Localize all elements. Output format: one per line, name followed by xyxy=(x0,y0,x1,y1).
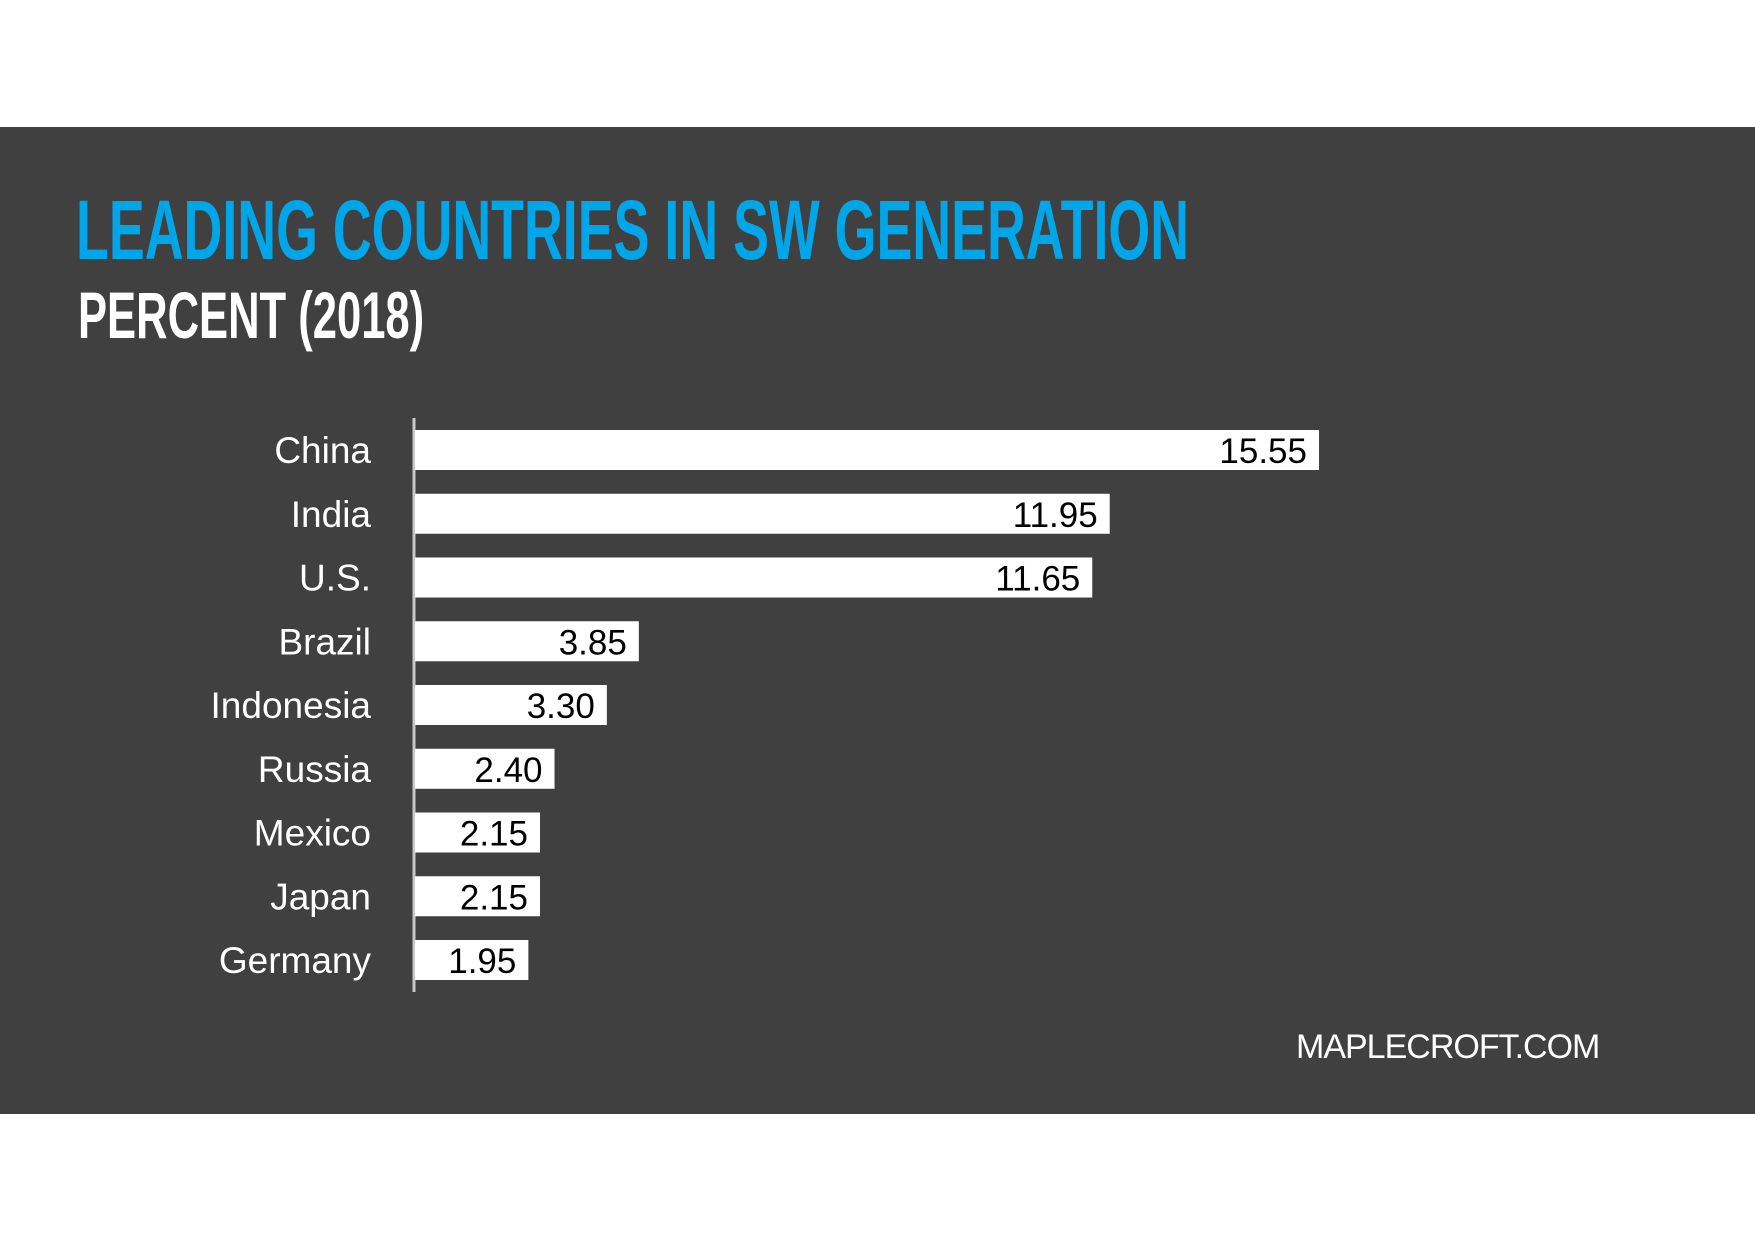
bar-group: China 15.55 India 11.95 U.S. 11.65 Brazil 3.85 I… xyxy=(211,430,1319,981)
category-label: India xyxy=(291,494,372,535)
data-label: 3.85 xyxy=(559,623,627,662)
bar-japan xyxy=(415,876,540,917)
data-label: 11.65 xyxy=(995,560,1080,599)
chart-subtitle: PERCENT (2018) xyxy=(78,278,425,352)
data-label: 2.15 xyxy=(460,878,528,917)
data-label: 3.30 xyxy=(527,687,595,726)
data-label: 2.15 xyxy=(460,815,528,854)
data-label: 1.95 xyxy=(448,942,516,981)
data-label: 11.95 xyxy=(1013,496,1098,535)
chart-panel xyxy=(0,127,1755,1114)
bar-germany xyxy=(415,940,529,980)
category-label: U.S. xyxy=(299,558,371,599)
bar-u-s xyxy=(415,557,1093,598)
bar-india xyxy=(415,493,1110,534)
data-label: 15.55 xyxy=(1219,432,1307,471)
category-label: China xyxy=(274,430,371,471)
category-label: Germany xyxy=(219,940,372,981)
bar-brazil xyxy=(415,621,639,662)
category-label: Brazil xyxy=(278,621,371,662)
bar-indonesia xyxy=(415,685,607,725)
bar-china xyxy=(415,430,1319,470)
bar-mexico xyxy=(415,812,540,853)
chart-title: LEADING COUNTRIES IN SW GENERATION xyxy=(76,183,1190,277)
category-label: Mexico xyxy=(254,813,371,854)
source-credit: MAPLECROFT.COM xyxy=(1296,1028,1600,1066)
category-label: Japan xyxy=(270,876,371,917)
category-label: Russia xyxy=(258,749,372,790)
bar-russia xyxy=(415,748,555,789)
data-label: 2.40 xyxy=(474,751,542,790)
category-label: Indonesia xyxy=(211,685,372,726)
